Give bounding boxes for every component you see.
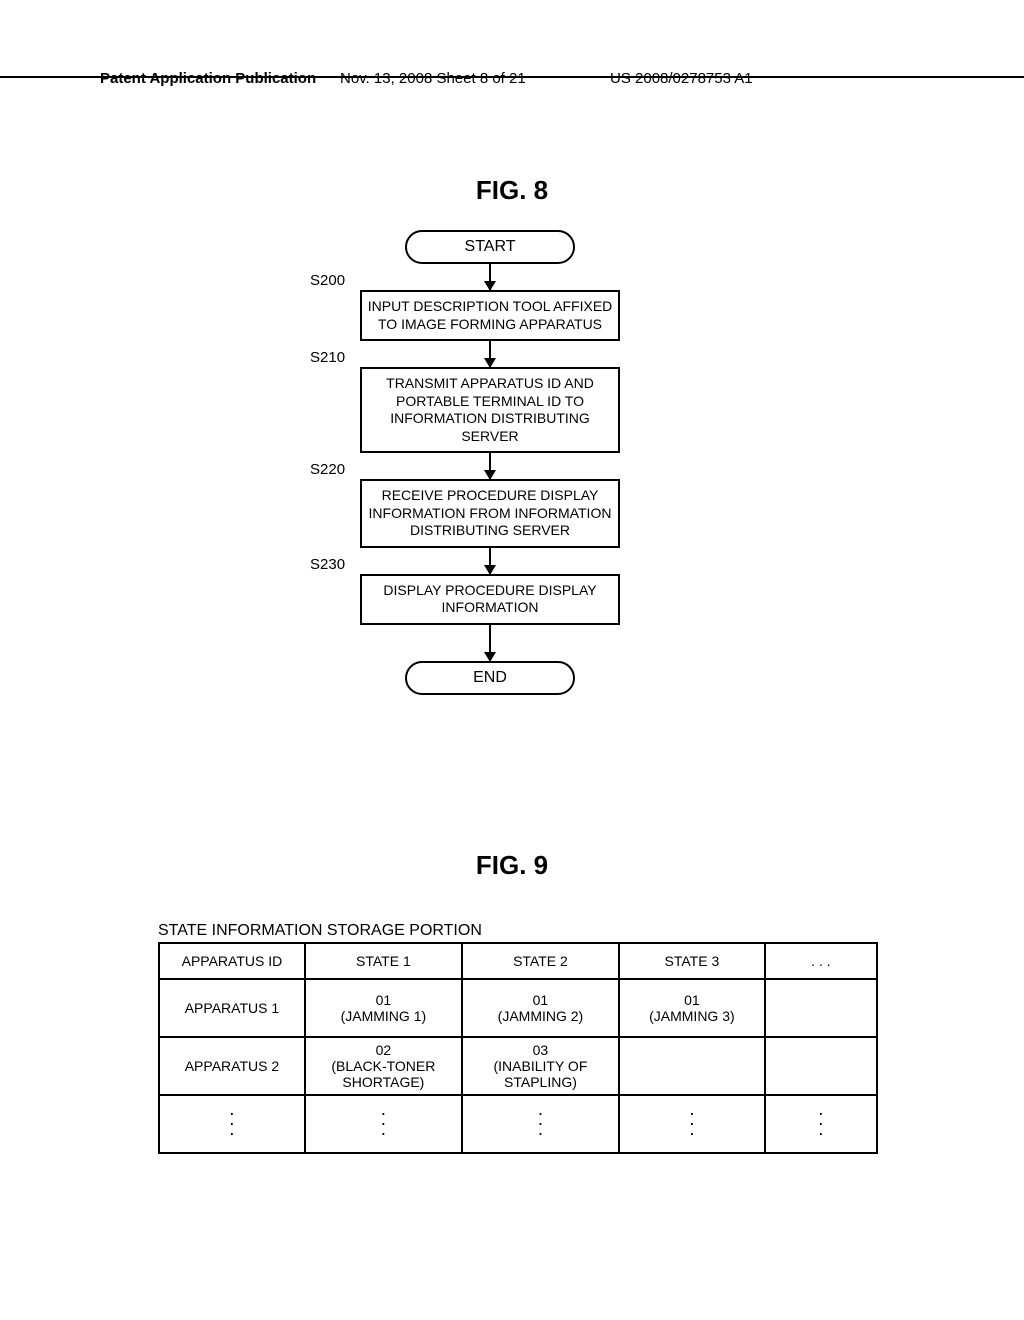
- flow-arrow: [350, 625, 630, 661]
- flow-step-id: S220: [310, 461, 345, 478]
- table-cell: APPARATUS 2: [159, 1037, 305, 1095]
- flow-arrow: [350, 341, 630, 367]
- table-cell-vdots: ···: [462, 1095, 619, 1153]
- flow-step: S210 TRANSMIT APPARATUS ID AND PORTABLE …: [350, 367, 630, 453]
- page-header: Patent Application Publication Nov. 13, …: [0, 70, 1024, 78]
- fig8-title: FIG. 8: [0, 175, 1024, 206]
- table-cell: APPARATUS 1: [159, 979, 305, 1037]
- flow-arrow: [350, 453, 630, 479]
- flow-step-id: S230: [310, 556, 345, 573]
- table-cell: 01(JAMMING 2): [462, 979, 619, 1037]
- table-cell-vdots: ···: [619, 1095, 765, 1153]
- flow-step: S230 DISPLAY PROCEDURE DISPLAY INFORMATI…: [350, 574, 630, 625]
- header-right: US 2008/0278753 A1: [610, 70, 753, 87]
- fig9-subtitle: STATE INFORMATION STORAGE PORTION: [158, 922, 482, 940]
- flow-start: START: [405, 230, 575, 264]
- flow-arrow: [350, 548, 630, 574]
- flow-step-box: DISPLAY PROCEDURE DISPLAY INFORMATION: [360, 574, 620, 625]
- fig9-title: FIG. 9: [0, 850, 1024, 881]
- header-left: Patent Application Publication: [100, 70, 316, 87]
- table-cell-vdots: ···: [159, 1095, 305, 1153]
- table-cell: 01(JAMMING 1): [305, 979, 462, 1037]
- flow-step-box: RECEIVE PROCEDURE DISPLAY INFORMATION FR…: [360, 479, 620, 548]
- table-cell-vdots: ···: [305, 1095, 462, 1153]
- table-header-row: APPARATUS ID STATE 1 STATE 2 STATE 3 . .…: [159, 943, 877, 979]
- table-row: APPARATUS 1 01(JAMMING 1) 01(JAMMING 2) …: [159, 979, 877, 1037]
- table-row: APPARATUS 2 02(BLACK-TONERSHORTAGE) 03(I…: [159, 1037, 877, 1095]
- table-cell-vdots: ···: [765, 1095, 877, 1153]
- flow-step-box: INPUT DESCRIPTION TOOL AFFIXED TO IMAGE …: [360, 290, 620, 341]
- fig9-table: APPARATUS ID STATE 1 STATE 2 STATE 3 . .…: [158, 942, 878, 1154]
- flow-arrow: [350, 264, 630, 290]
- flow-step-id: S210: [310, 349, 345, 366]
- table-cell: 03(INABILITY OFSTAPLING): [462, 1037, 619, 1095]
- table-cell: 01(JAMMING 3): [619, 979, 765, 1037]
- table-cell: [765, 1037, 877, 1095]
- table-cell: [619, 1037, 765, 1095]
- table-cell: 02(BLACK-TONERSHORTAGE): [305, 1037, 462, 1095]
- table-cell: [765, 979, 877, 1037]
- flow-step-box: TRANSMIT APPARATUS ID AND PORTABLE TERMI…: [360, 367, 620, 453]
- table-col-header: APPARATUS ID: [159, 943, 305, 979]
- table-row-vdots: ··· ··· ··· ··· ···: [159, 1095, 877, 1153]
- table-col-header: . . .: [765, 943, 877, 979]
- table-col-header: STATE 2: [462, 943, 619, 979]
- header-mid: Nov. 13, 2008 Sheet 8 of 21: [340, 70, 526, 87]
- fig8-flowchart: START S200 INPUT DESCRIPTION TOOL AFFIXE…: [350, 230, 630, 695]
- table-col-header: STATE 3: [619, 943, 765, 979]
- flow-end: END: [405, 661, 575, 695]
- table-col-header: STATE 1: [305, 943, 462, 979]
- flow-step-id: S200: [310, 272, 345, 289]
- flow-step: S220 RECEIVE PROCEDURE DISPLAY INFORMATI…: [350, 479, 630, 548]
- flow-step: S200 INPUT DESCRIPTION TOOL AFFIXED TO I…: [350, 290, 630, 341]
